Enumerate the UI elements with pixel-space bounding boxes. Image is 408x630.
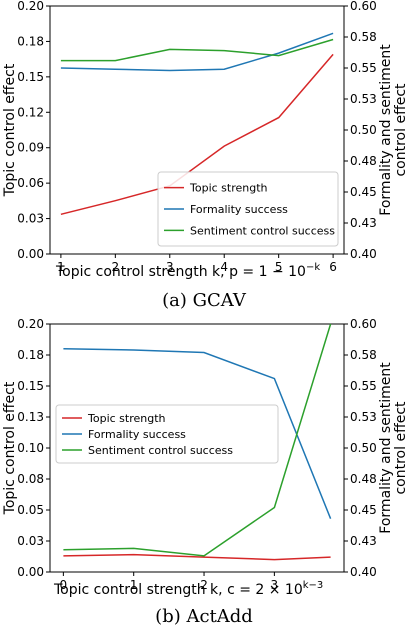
y-tick-label-left: 0.13 bbox=[17, 410, 44, 424]
y-axis-label-right-b-line1: Formality and sentiment bbox=[378, 362, 394, 534]
x-tick-label: 3 bbox=[271, 578, 279, 592]
y-tick-label-right: 0.55 bbox=[350, 379, 377, 393]
legend-b: Topic strength Formality success Sentiment… bbox=[55, 404, 279, 464]
y-tick-label-right: 0.45 bbox=[350, 185, 377, 199]
legend-label: Topic strength bbox=[189, 182, 268, 195]
series-line-topic-strength bbox=[63, 553, 331, 561]
x-axis-label-a-main: Topic control strength k, p = 1 − 10 bbox=[55, 264, 306, 280]
series-line-sentiment-control-success bbox=[63, 323, 332, 557]
y-tick-label-left: 0.03 bbox=[17, 212, 44, 226]
y-ticks-left-b: 0.00 0.03 0.05 0.08 0.10 0.13 0.15 0.18 0.20 bbox=[17, 317, 50, 579]
y-axis-label-left-b: Topic control effect bbox=[2, 381, 18, 515]
series-line-formality-success bbox=[60, 32, 334, 72]
y-tick-label-left: 0.03 bbox=[17, 534, 44, 548]
x-axis-label-b-main: Topic control strength k, c = 2 × 10 bbox=[53, 582, 303, 598]
y-tick-label-left: 0.08 bbox=[17, 472, 44, 486]
y-tick-label-right: 0.55 bbox=[350, 61, 377, 75]
x-tick-label: 5 bbox=[275, 260, 283, 274]
y-tick-label-right: 0.50 bbox=[350, 441, 377, 455]
caption-b: (b) ActAdd bbox=[155, 606, 253, 627]
y-tick-label-right: 0.60 bbox=[350, 0, 377, 13]
y-tick-label-right: 0.60 bbox=[350, 317, 377, 331]
y-ticks-right-b: 0.40 0.43 0.45 0.48 0.50 0.53 0.55 0.58 0.60 bbox=[344, 317, 377, 579]
y-tick-label-right: 0.58 bbox=[350, 348, 377, 362]
legend-box bbox=[55, 404, 279, 464]
y-tick-label-left: 0.00 bbox=[17, 247, 44, 261]
caption-a: (a) GCAV bbox=[162, 290, 247, 311]
legend-box bbox=[157, 171, 339, 247]
series-lines-a bbox=[60, 32, 334, 216]
y-tick-label-left: 0.10 bbox=[17, 441, 44, 455]
series-line-formality-success bbox=[63, 348, 332, 519]
y-tick-label-right: 0.43 bbox=[350, 534, 377, 548]
y-tick-label-left: 0.05 bbox=[17, 503, 44, 517]
x-axis-label-a: Topic control strength k, p = 1 − 10−k bbox=[55, 262, 320, 280]
x-tick-label: 0 bbox=[60, 578, 68, 592]
x-axis-label-b: Topic control strength k, c = 2 × 10k−3 bbox=[53, 580, 323, 598]
x-tick-label: 1 bbox=[57, 260, 65, 274]
legend-label: Formality success bbox=[88, 428, 186, 441]
y-tick-label-right: 0.40 bbox=[350, 247, 377, 261]
legend-label: Formality success bbox=[190, 203, 288, 216]
y-tick-label-right: 0.50 bbox=[350, 123, 377, 137]
y-tick-label-right: 0.53 bbox=[350, 92, 377, 106]
y-tick-label-left: 0.15 bbox=[17, 379, 44, 393]
y-tick-label-right: 0.40 bbox=[350, 565, 377, 579]
legend-label: Topic strength bbox=[87, 412, 166, 425]
legend-a: Topic strength Formality success Sentiment… bbox=[157, 171, 339, 247]
chart-actadd: 0.00 0.03 0.05 0.08 0.10 0.13 0.15 0.18 0.20 0.4… bbox=[2, 317, 408, 627]
y-tick-label-left: 0.18 bbox=[17, 34, 44, 48]
x-tick-label: 4 bbox=[220, 260, 228, 274]
y-axis-label-right-a-line1: Formality and sentiment bbox=[378, 44, 394, 216]
y-tick-label-left: 0.15 bbox=[17, 70, 44, 84]
y-tick-label-left: 0.09 bbox=[17, 141, 44, 155]
y-tick-label-right: 0.58 bbox=[350, 30, 377, 44]
y-ticks-right-a: 0.40 0.43 0.45 0.48 0.50 0.53 0.55 0.58 0.60 bbox=[344, 0, 377, 261]
x-axis-label-a-sup: −k bbox=[306, 262, 320, 273]
y-tick-label-left: 0.20 bbox=[17, 0, 44, 13]
y-tick-label-left: 0.12 bbox=[17, 105, 44, 119]
x-ticks-b: 0 1 2 3 bbox=[60, 572, 279, 592]
y-tick-label-right: 0.48 bbox=[350, 472, 377, 486]
y-axis-label-left-a: Topic control effect bbox=[2, 63, 18, 197]
y-tick-label-right: 0.43 bbox=[350, 216, 377, 230]
y-tick-label-left: 0.20 bbox=[17, 317, 44, 331]
y-tick-label-left: 0.18 bbox=[17, 348, 44, 362]
y-ticks-left-a: 0.00 0.03 0.06 0.09 0.12 0.15 0.18 0.20 bbox=[17, 0, 50, 261]
x-tick-label: 2 bbox=[200, 578, 208, 592]
y-tick-label-right: 0.48 bbox=[350, 154, 377, 168]
series-line-sentiment-control-success bbox=[60, 38, 334, 62]
y-tick-label-right: 0.45 bbox=[350, 503, 377, 517]
legend-label: Sentiment control success bbox=[190, 224, 335, 237]
legend-label: Sentiment control success bbox=[88, 444, 233, 457]
y-axis-label-right-b-line2: control effect bbox=[393, 401, 408, 495]
x-tick-label: 2 bbox=[112, 260, 120, 274]
series-line-topic-strength bbox=[60, 53, 334, 216]
series-lines-b bbox=[63, 323, 332, 561]
x-tick-label: 3 bbox=[166, 260, 174, 274]
y-tick-label-left: 0.06 bbox=[17, 176, 44, 190]
y-tick-label-left: 0.00 bbox=[17, 565, 44, 579]
x-axis-label-b-sup: k−3 bbox=[303, 580, 324, 591]
x-tick-label: 1 bbox=[130, 578, 138, 592]
y-axis-label-right-a-line2: control effect bbox=[393, 83, 408, 177]
x-tick-label: 6 bbox=[329, 260, 337, 274]
x-ticks-a: 1 2 3 4 5 6 bbox=[57, 254, 337, 274]
y-tick-label-right: 0.53 bbox=[350, 410, 377, 424]
chart-gcav: 0.000.030.060.090.120.150.180.20 0.400.4… bbox=[2, 0, 408, 311]
